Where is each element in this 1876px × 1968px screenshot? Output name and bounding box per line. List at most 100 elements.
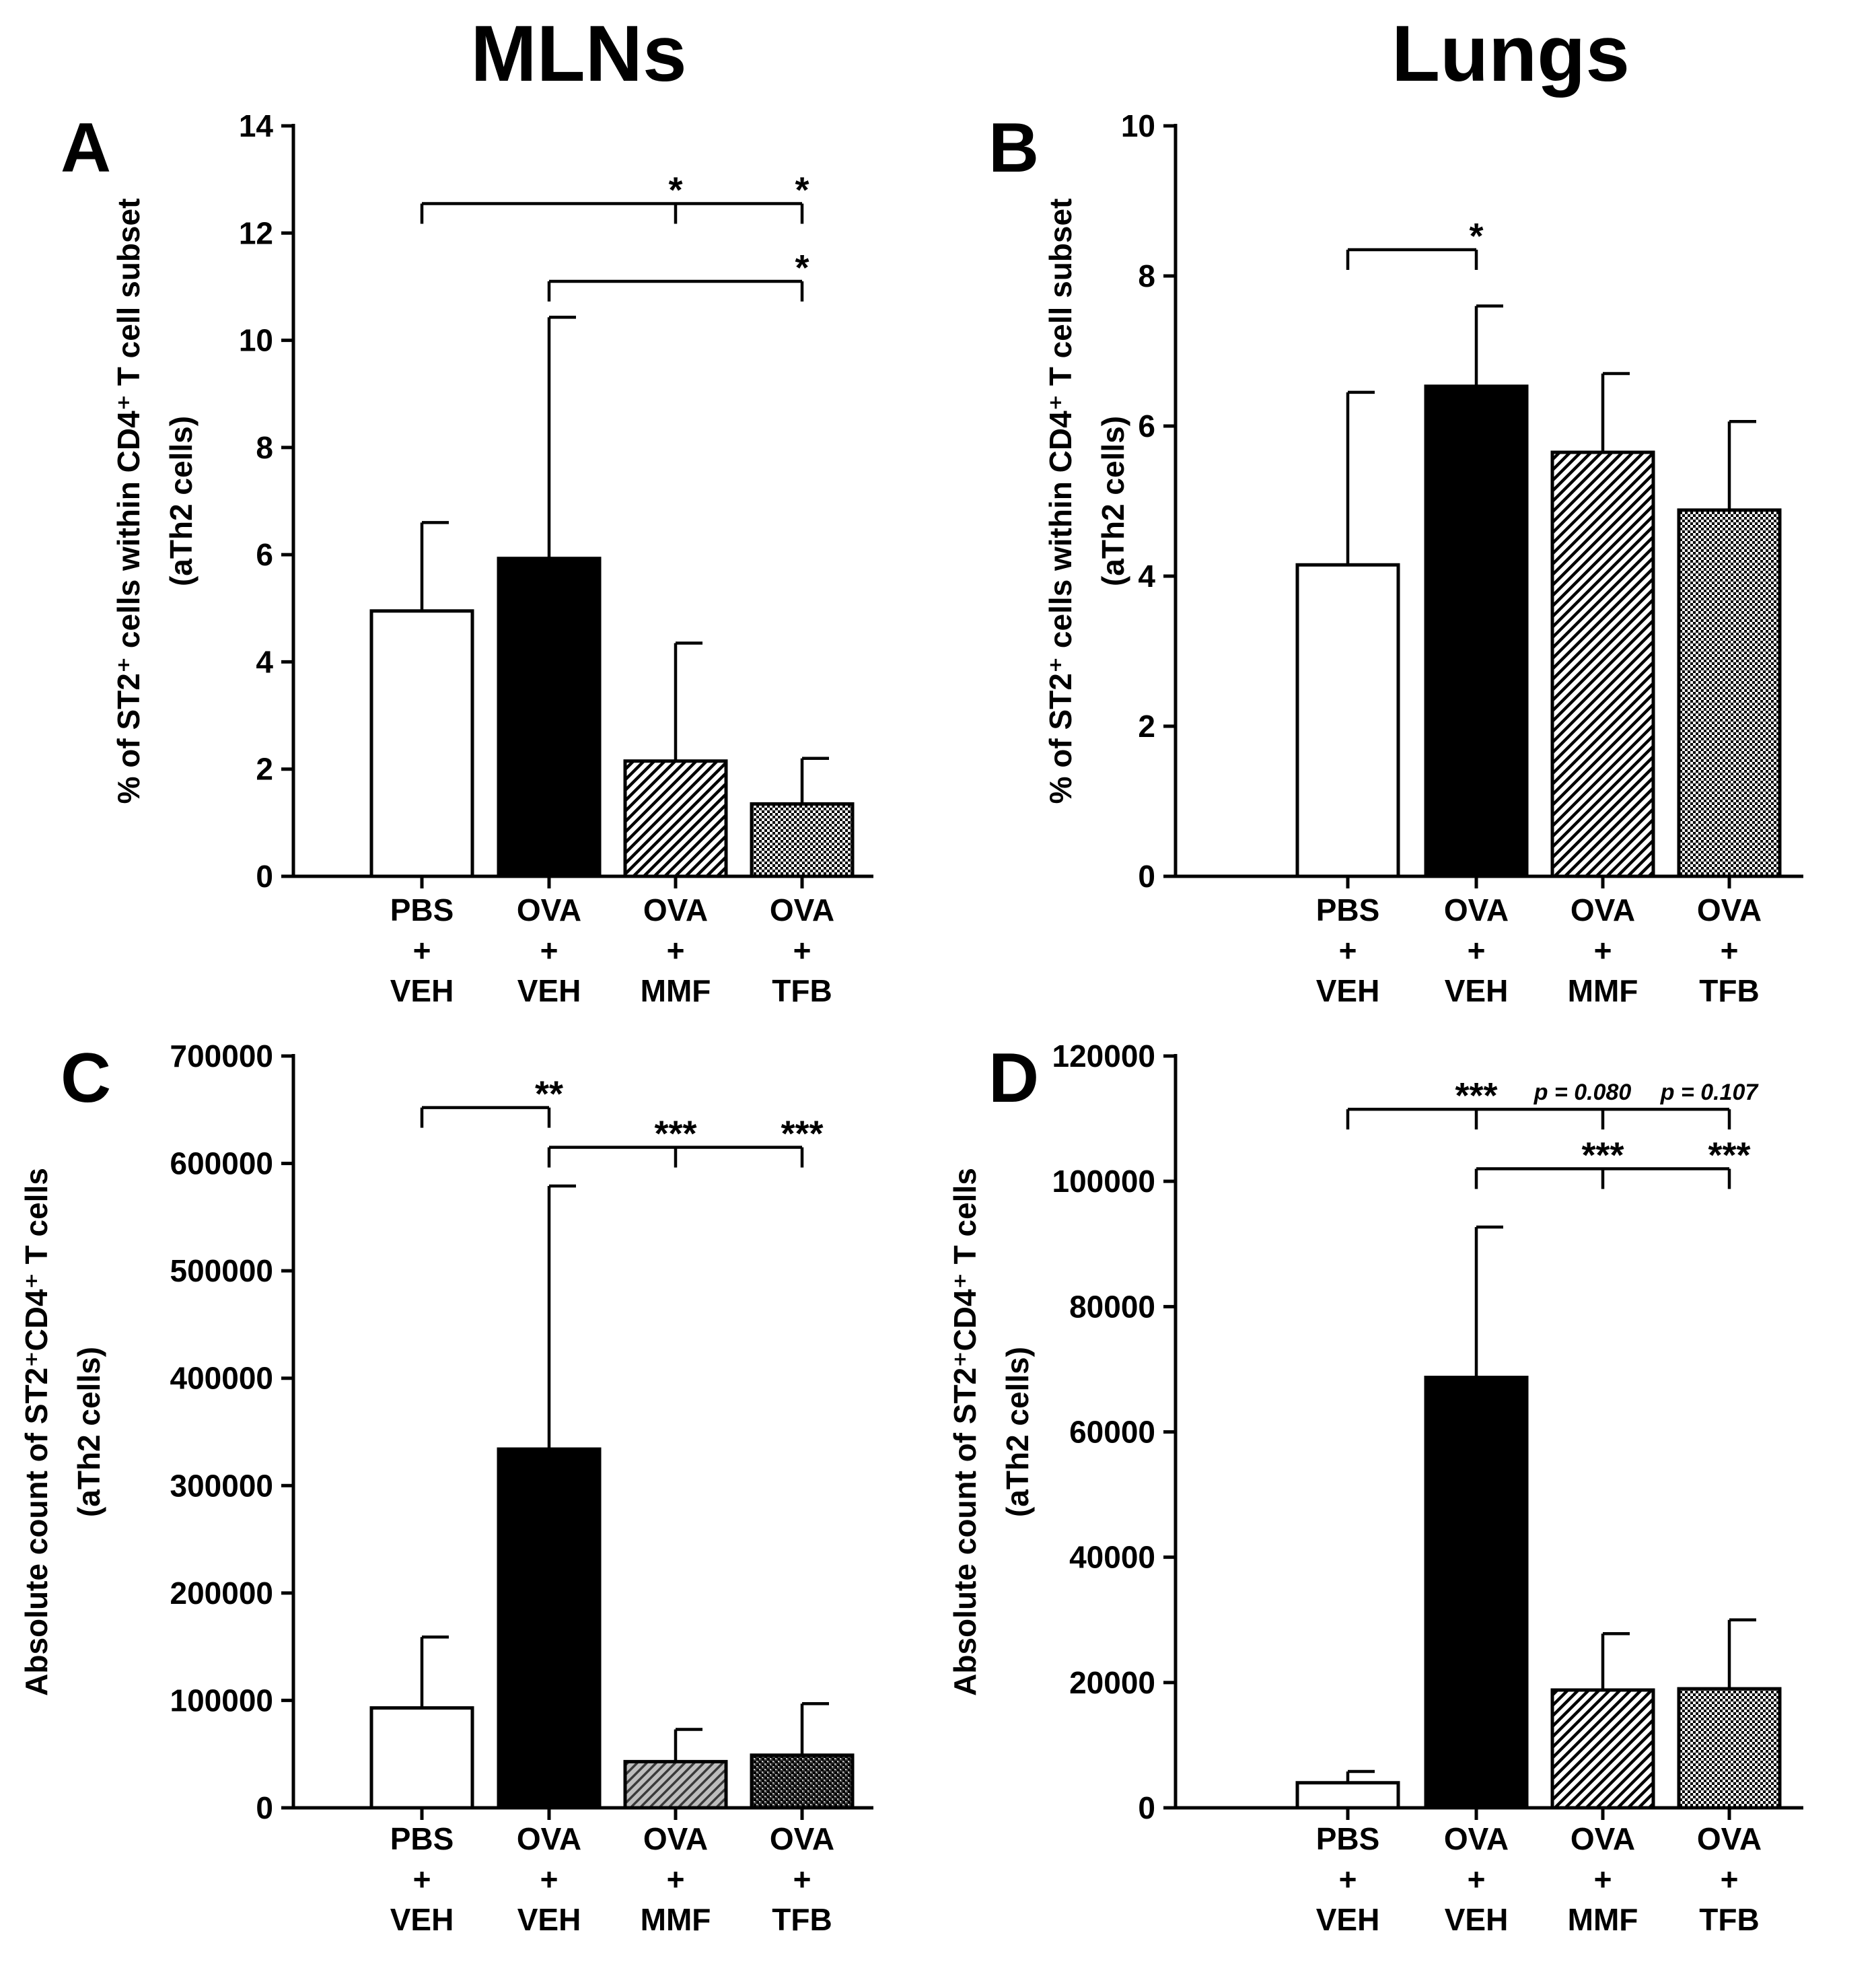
y-tick-label: 20000 xyxy=(1069,1665,1155,1700)
y-tick-label: 600000 xyxy=(170,1146,274,1181)
bar xyxy=(1424,384,1529,878)
x-category-label: TFB xyxy=(772,1902,832,1937)
x-category-label: PBS xyxy=(390,892,454,927)
y-tick-label: 8 xyxy=(1138,258,1155,293)
x-category-label: OVA xyxy=(1571,892,1635,927)
x-category-label: + xyxy=(1339,933,1357,968)
x-category-label: OVA xyxy=(643,892,708,927)
panel-letter: A xyxy=(61,109,111,187)
x-category-label: OVA xyxy=(517,1821,581,1856)
significance-marker: ** xyxy=(535,1074,563,1115)
x-category-label: MMF xyxy=(641,1902,711,1937)
significance-marker: *** xyxy=(654,1114,696,1154)
bar xyxy=(1550,450,1655,878)
bar xyxy=(497,1447,602,1810)
x-category-label: MMF xyxy=(641,973,711,1008)
x-category-label: + xyxy=(1468,1862,1486,1897)
x-category-label: + xyxy=(540,1862,558,1897)
x-category-label: + xyxy=(540,933,558,968)
panel-letter: B xyxy=(988,109,1039,187)
y-tick-label: 400000 xyxy=(170,1361,274,1396)
bar xyxy=(1424,1376,1529,1810)
x-category-label: OVA xyxy=(1697,1821,1762,1856)
x-category-label: + xyxy=(1339,1862,1357,1897)
x-category-label: VEH xyxy=(1445,1902,1509,1937)
x-category-label: + xyxy=(1594,933,1612,968)
x-category-label: PBS xyxy=(390,1821,454,1856)
bar xyxy=(750,802,855,878)
column-title-mlns: MLNs xyxy=(470,9,686,98)
y-tick-label: 10 xyxy=(1121,108,1155,143)
y-tick-label: 100000 xyxy=(170,1683,274,1718)
significance-marker: * xyxy=(795,248,809,288)
y-axis-subtitle: (aTh2 cells) xyxy=(1000,1347,1035,1517)
x-category-label: + xyxy=(413,933,431,968)
significance-marker: *** xyxy=(781,1114,823,1154)
significance-marker: *** xyxy=(1455,1076,1497,1116)
y-axis-subtitle: (aTh2 cells) xyxy=(71,1347,106,1517)
x-category-label: PBS xyxy=(1316,1821,1380,1856)
y-tick-label: 2 xyxy=(1138,709,1155,744)
x-category-label: OVA xyxy=(1444,1821,1509,1856)
y-axis-subtitle: (aTh2 cells) xyxy=(164,416,199,586)
y-tick-label: 100000 xyxy=(1052,1164,1156,1199)
x-category-label: OVA xyxy=(770,1821,834,1856)
y-tick-label: 12 xyxy=(239,215,273,250)
y-tick-label: 120000 xyxy=(1052,1039,1156,1074)
x-category-label: OVA xyxy=(1444,892,1509,927)
x-category-label: TFB xyxy=(772,973,832,1008)
y-tick-label: 0 xyxy=(1138,859,1155,894)
y-tick-label: 0 xyxy=(256,1790,273,1825)
x-category-label: OVA xyxy=(517,892,581,927)
bar xyxy=(369,1706,474,1810)
x-category-label: + xyxy=(793,933,811,968)
y-axis-subtitle: (aTh2 cells) xyxy=(1095,416,1130,586)
x-category-label: MMF xyxy=(1568,1902,1638,1937)
x-category-label: PBS xyxy=(1316,892,1380,927)
y-tick-label: 4 xyxy=(256,644,273,679)
y-axis-title: % of ST2⁺ cells within CD4⁺ T cell subse… xyxy=(111,199,146,804)
y-axis-title: Absolute count of ST2⁺CD4⁺ T cells xyxy=(19,1168,54,1696)
y-tick-label: 4 xyxy=(1138,559,1155,594)
bar xyxy=(623,1759,728,1810)
y-tick-label: 6 xyxy=(256,537,273,572)
significance-marker: * xyxy=(1469,216,1483,256)
y-tick-label: 0 xyxy=(256,859,273,894)
x-category-label: TFB xyxy=(1699,973,1759,1008)
x-category-label: + xyxy=(793,1862,811,1897)
x-category-label: + xyxy=(1721,933,1739,968)
bar xyxy=(750,1753,855,1810)
significance-marker: *** xyxy=(1581,1135,1624,1176)
bar xyxy=(1295,1781,1400,1810)
bar xyxy=(1677,508,1782,878)
x-category-label: + xyxy=(1594,1862,1612,1897)
y-tick-label: 10 xyxy=(239,323,273,358)
y-tick-label: 14 xyxy=(239,108,274,143)
x-category-label: + xyxy=(1468,933,1486,968)
bar xyxy=(623,759,728,878)
x-category-label: OVA xyxy=(1697,892,1762,927)
y-tick-label: 700000 xyxy=(170,1039,274,1074)
p-value-label: p = 0.080 xyxy=(1534,1080,1632,1105)
panel-letter: D xyxy=(988,1039,1039,1117)
x-category-label: VEH xyxy=(1316,973,1380,1008)
y-tick-label: 6 xyxy=(1138,409,1155,444)
y-tick-label: 2 xyxy=(256,752,273,787)
p-value-label: p = 0.107 xyxy=(1660,1080,1760,1105)
y-tick-label: 60000 xyxy=(1069,1415,1155,1450)
significance-marker: * xyxy=(795,170,809,210)
x-category-label: MMF xyxy=(1568,973,1638,1008)
x-category-label: VEH xyxy=(390,973,454,1008)
x-category-label: + xyxy=(667,1862,685,1897)
x-category-label: + xyxy=(667,933,685,968)
significance-marker: *** xyxy=(1708,1135,1750,1176)
x-category-label: VEH xyxy=(517,973,581,1008)
significance-marker: * xyxy=(668,170,682,210)
bar xyxy=(497,557,602,878)
column-title-lungs: Lungs xyxy=(1392,9,1630,98)
y-tick-label: 40000 xyxy=(1069,1540,1155,1575)
bar xyxy=(1677,1687,1782,1810)
x-category-label: VEH xyxy=(517,1902,581,1937)
panel-c: C 0 100000 200000 300000 400000 500000 600000 70… xyxy=(19,1039,873,1937)
